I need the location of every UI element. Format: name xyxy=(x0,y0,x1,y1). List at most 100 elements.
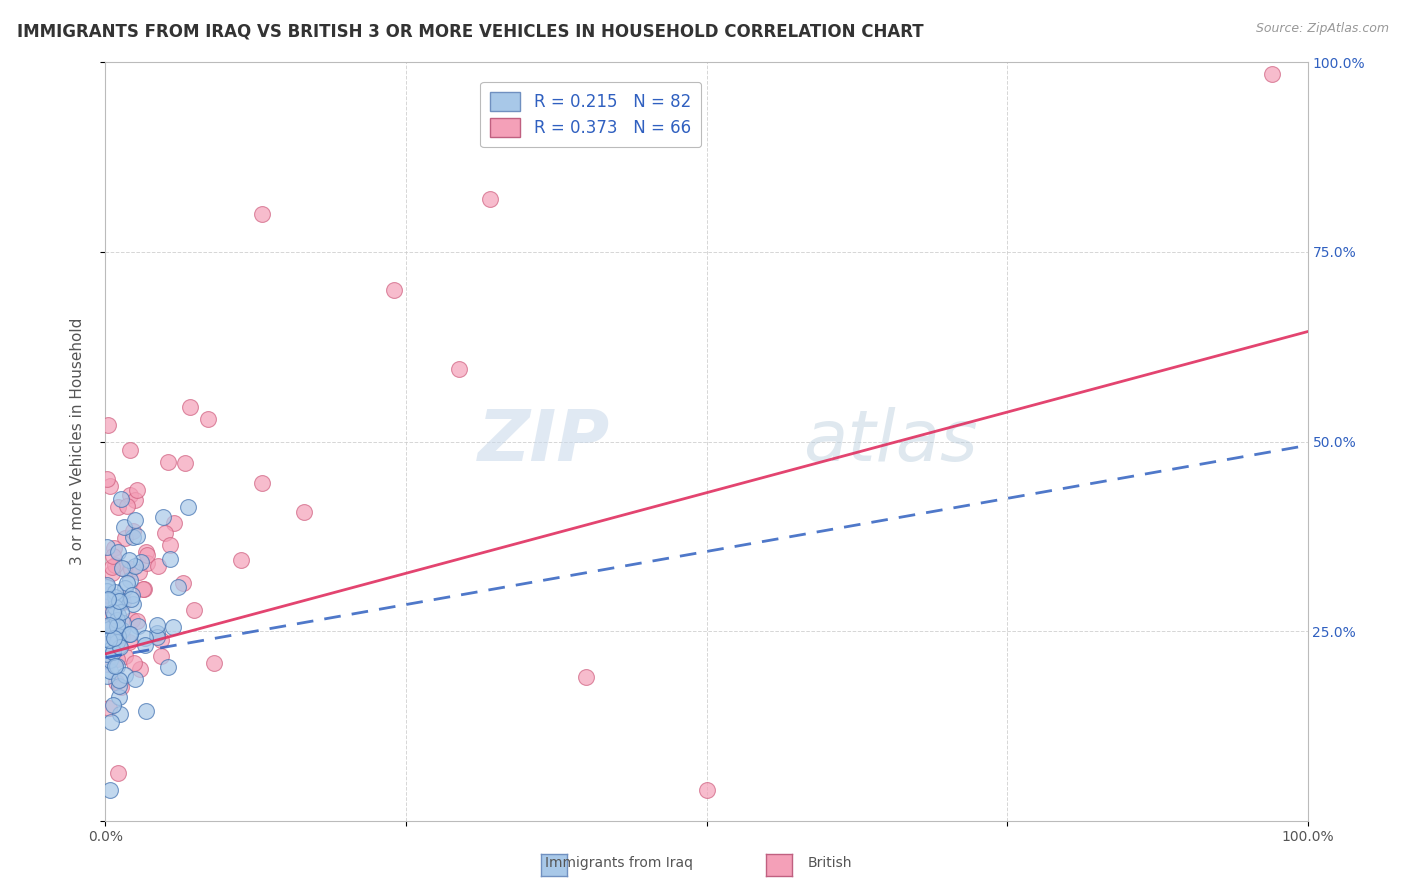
Immigrants from Iraq xyxy=(121,588,143,602)
Immigrants from Iraq xyxy=(100,664,122,678)
Immigrants from Iraq xyxy=(103,659,125,673)
British xyxy=(97,598,120,612)
British xyxy=(292,505,315,519)
Immigrants from Iraq xyxy=(115,575,138,590)
British xyxy=(172,576,194,591)
British xyxy=(447,361,470,376)
British xyxy=(118,443,141,458)
Immigrants from Iraq xyxy=(118,574,141,588)
British xyxy=(575,669,598,683)
Immigrants from Iraq xyxy=(97,622,120,636)
Immigrants from Iraq xyxy=(101,641,124,656)
Immigrants from Iraq xyxy=(96,584,118,599)
British xyxy=(124,493,146,508)
Text: British: British xyxy=(807,856,852,871)
Immigrants from Iraq xyxy=(108,593,131,607)
Immigrants from Iraq xyxy=(96,578,118,592)
Immigrants from Iraq xyxy=(104,594,127,608)
Immigrants from Iraq xyxy=(112,520,135,534)
British xyxy=(1260,67,1282,81)
Immigrants from Iraq xyxy=(110,492,132,507)
British xyxy=(136,556,159,570)
Immigrants from Iraq xyxy=(98,652,121,666)
Immigrants from Iraq xyxy=(134,631,156,645)
British xyxy=(97,418,120,433)
British xyxy=(136,548,159,562)
British xyxy=(96,472,118,486)
Immigrants from Iraq xyxy=(108,593,131,607)
Immigrants from Iraq xyxy=(96,581,118,595)
Immigrants from Iraq xyxy=(110,606,132,620)
Immigrants from Iraq xyxy=(146,630,169,644)
British xyxy=(121,613,143,627)
Immigrants from Iraq xyxy=(167,580,190,594)
Text: atlas: atlas xyxy=(803,407,977,476)
British xyxy=(96,613,118,627)
British xyxy=(127,614,149,628)
British xyxy=(135,544,157,558)
British xyxy=(114,648,136,663)
Immigrants from Iraq xyxy=(104,593,127,607)
Immigrants from Iraq xyxy=(114,668,136,682)
British xyxy=(132,582,155,597)
British xyxy=(149,649,172,664)
Immigrants from Iraq xyxy=(159,552,181,566)
British xyxy=(132,582,155,596)
Immigrants from Iraq xyxy=(108,690,131,704)
British xyxy=(118,487,141,501)
British xyxy=(111,595,134,609)
British xyxy=(118,635,141,649)
British xyxy=(163,516,186,530)
Immigrants from Iraq xyxy=(162,620,184,634)
Immigrants from Iraq xyxy=(122,530,145,544)
British xyxy=(105,651,128,665)
British xyxy=(179,400,201,414)
British xyxy=(101,549,124,563)
Immigrants from Iraq xyxy=(146,625,169,640)
Immigrants from Iraq xyxy=(104,590,127,604)
British xyxy=(129,662,152,676)
British xyxy=(127,483,149,498)
British xyxy=(229,552,252,566)
Immigrants from Iraq xyxy=(120,592,142,607)
Immigrants from Iraq xyxy=(177,500,200,514)
Immigrants from Iraq xyxy=(117,553,139,567)
British xyxy=(103,541,125,556)
British xyxy=(479,192,502,206)
Text: ZIP: ZIP xyxy=(478,407,610,476)
Immigrants from Iraq xyxy=(96,668,118,682)
Immigrants from Iraq xyxy=(105,635,128,649)
British xyxy=(100,560,122,574)
Immigrants from Iraq xyxy=(127,529,149,543)
Immigrants from Iraq xyxy=(114,582,136,596)
Immigrants from Iraq xyxy=(96,540,118,554)
Immigrants from Iraq xyxy=(124,672,146,686)
Immigrants from Iraq xyxy=(107,659,129,673)
Immigrants from Iraq xyxy=(104,585,127,599)
British xyxy=(114,531,136,545)
British xyxy=(101,566,124,581)
Text: Immigrants from Iraq: Immigrants from Iraq xyxy=(544,856,693,871)
Immigrants from Iraq xyxy=(127,619,149,633)
Immigrants from Iraq xyxy=(134,638,156,652)
Immigrants from Iraq xyxy=(110,707,132,722)
Immigrants from Iraq xyxy=(105,614,128,628)
Immigrants from Iraq xyxy=(103,607,125,622)
Immigrants from Iraq xyxy=(96,593,118,607)
Immigrants from Iraq xyxy=(118,626,141,640)
British xyxy=(150,633,173,648)
Immigrants from Iraq xyxy=(108,640,131,655)
Immigrants from Iraq xyxy=(101,698,124,712)
Immigrants from Iraq xyxy=(124,513,146,527)
British xyxy=(111,591,134,606)
Y-axis label: 3 or more Vehicles in Household: 3 or more Vehicles in Household xyxy=(70,318,84,566)
Immigrants from Iraq xyxy=(157,660,180,674)
Immigrants from Iraq xyxy=(103,644,125,658)
Immigrants from Iraq xyxy=(110,595,132,609)
Immigrants from Iraq xyxy=(105,618,128,632)
Immigrants from Iraq xyxy=(107,679,129,693)
British xyxy=(122,524,145,538)
Immigrants from Iraq xyxy=(110,561,132,575)
British xyxy=(96,657,118,671)
Immigrants from Iraq xyxy=(104,599,127,614)
